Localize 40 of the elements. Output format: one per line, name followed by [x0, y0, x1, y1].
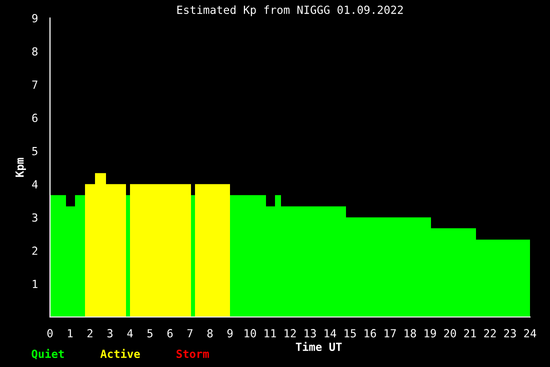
x-tick-label: 11: [264, 329, 276, 338]
text: Storm: [176, 350, 209, 358]
x-tick-label: 8: [207, 329, 213, 338]
x-tick-label: 6: [167, 329, 173, 338]
y-axis-title: Kpm: [16, 158, 26, 177]
x-tick-label: 14: [324, 329, 336, 338]
x-tick-label: 5: [147, 329, 152, 338]
y-tick-label: 1: [32, 280, 38, 288]
y-tick-label: 6: [32, 114, 38, 122]
x-tick-label: 19: [424, 329, 436, 338]
y-tick-label: 9: [32, 14, 38, 22]
x-tick-label: 21: [464, 329, 476, 338]
x-tick-label: 10: [244, 329, 256, 338]
y-tick-label: 8: [32, 47, 38, 56]
x-tick-label: 12: [284, 329, 296, 338]
x-tick-label: 24: [524, 329, 536, 338]
text: Quiet: [32, 348, 64, 360]
x-tick-label: 22: [484, 329, 496, 338]
x-tick-label: 7: [187, 329, 193, 338]
x-tick-label: 0: [47, 329, 53, 338]
y-tick-label: 5: [32, 147, 38, 156]
x-tick-label: 17: [384, 329, 396, 338]
text: Active: [100, 348, 140, 358]
y-tick-label: 3: [32, 213, 38, 222]
x-tick-label: 13: [304, 329, 316, 338]
x-axis-title: Time UT: [296, 342, 342, 352]
y-tick-label: 4: [32, 180, 38, 188]
x-tick-label: 23: [504, 329, 516, 338]
x-tick-label: 16: [364, 329, 376, 338]
y-tick-label: 7: [32, 80, 38, 89]
x-tick-label: 3: [107, 329, 113, 338]
x-tick-label: 1: [68, 329, 73, 338]
x-tick-label: 4: [127, 329, 133, 338]
chart-title: Estimated Kp from NIGGG 01.09.2022: [177, 5, 403, 16]
x-tick-label: 18: [404, 329, 416, 338]
x-tick-label: 15: [344, 329, 356, 338]
y-tick-label: 2: [32, 246, 38, 255]
x-tick-label: 9: [227, 329, 233, 338]
x-tick-label: 2: [87, 329, 92, 338]
x-tick-label: 20: [444, 329, 456, 338]
